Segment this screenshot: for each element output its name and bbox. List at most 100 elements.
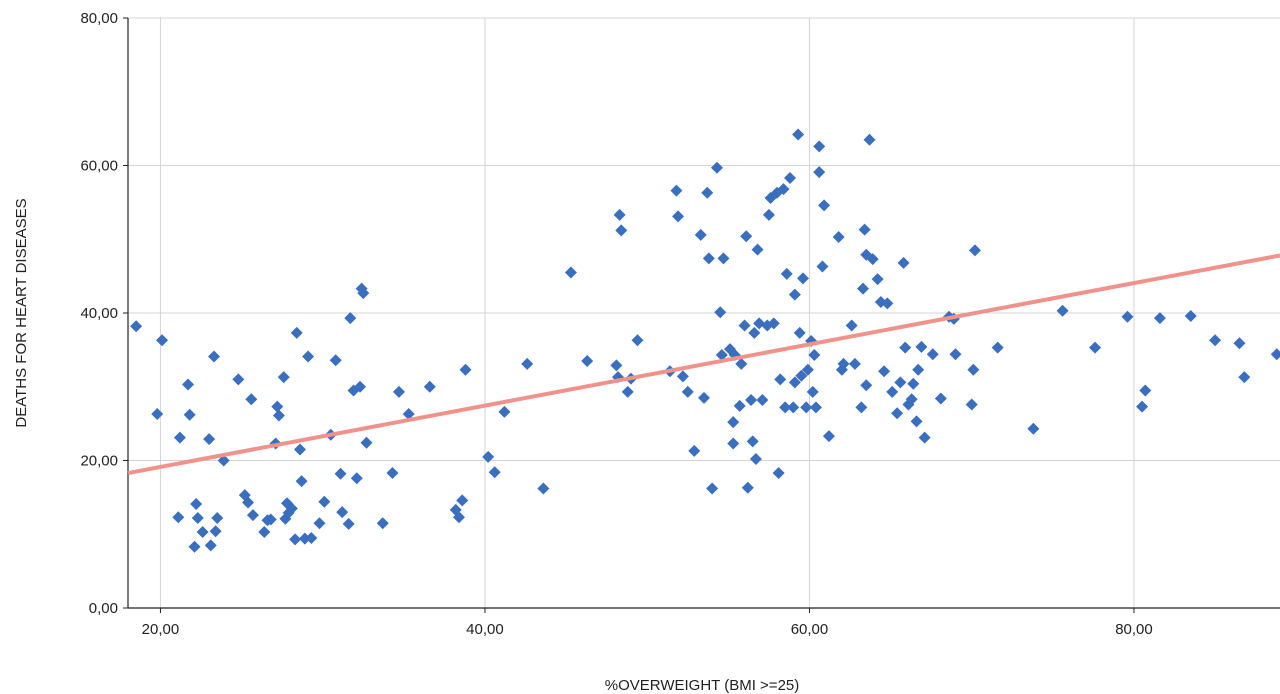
y-tick-label: 20,00 xyxy=(80,453,118,470)
data-point xyxy=(188,540,201,553)
data-point xyxy=(837,357,850,370)
data-point xyxy=(1209,334,1222,347)
data-point xyxy=(172,511,185,524)
data-point xyxy=(818,199,831,212)
data-point xyxy=(376,517,389,530)
data-point xyxy=(800,401,813,414)
data-point xyxy=(965,398,978,411)
data-point xyxy=(271,400,284,413)
data-point xyxy=(211,512,224,525)
data-point xyxy=(780,267,793,280)
data-point xyxy=(762,208,775,221)
data-point xyxy=(246,509,259,522)
data-point xyxy=(735,357,748,370)
data-point xyxy=(581,354,594,367)
data-point xyxy=(258,526,271,539)
data-point xyxy=(694,228,707,241)
data-point xyxy=(182,378,195,391)
data-point xyxy=(264,513,277,526)
data-point xyxy=(796,272,809,285)
data-point xyxy=(209,525,222,538)
data-point xyxy=(293,443,306,456)
data-point xyxy=(151,408,164,421)
data-point xyxy=(848,357,861,370)
data-point xyxy=(793,326,806,339)
data-point xyxy=(1027,422,1040,435)
data-point xyxy=(277,371,290,384)
trendline xyxy=(127,253,1280,476)
data-point xyxy=(899,341,912,354)
data-point xyxy=(788,288,801,301)
data-point xyxy=(1056,304,1069,317)
data-point xyxy=(290,326,303,339)
data-point xyxy=(392,385,405,398)
data-point xyxy=(1136,400,1149,413)
data-point xyxy=(881,297,894,310)
data-point xyxy=(710,161,723,174)
data-point xyxy=(863,133,876,146)
data-point xyxy=(907,377,920,390)
data-point xyxy=(354,380,367,393)
data-point xyxy=(733,399,746,412)
data-point xyxy=(360,436,373,449)
data-point xyxy=(967,363,980,376)
data-point xyxy=(402,408,415,421)
data-point xyxy=(173,431,186,444)
data-point xyxy=(232,373,245,386)
data-point xyxy=(857,282,870,295)
x-tick-label: 20,00 xyxy=(142,621,180,638)
data-point xyxy=(336,506,349,519)
data-point xyxy=(498,405,511,418)
data-point xyxy=(706,482,719,495)
data-point xyxy=(190,498,203,511)
data-point xyxy=(295,475,308,488)
data-point xyxy=(615,224,628,237)
data-point xyxy=(855,401,868,414)
data-point xyxy=(779,401,792,414)
data-point xyxy=(621,385,634,398)
data-point xyxy=(715,349,728,362)
data-point xyxy=(777,183,790,196)
data-point xyxy=(717,252,730,265)
data-point xyxy=(207,350,220,363)
data-point xyxy=(808,349,821,362)
gridlines xyxy=(128,17,1280,608)
data-point xyxy=(1153,312,1166,325)
data-point xyxy=(813,166,826,179)
data-point xyxy=(905,393,918,406)
data-point xyxy=(631,334,644,347)
data-point xyxy=(688,444,701,457)
data-point xyxy=(858,223,871,236)
data-point xyxy=(806,385,819,398)
data-point xyxy=(714,306,727,319)
tick-labels: 20,00 40,00 60,00 80,00 0,00 20,00 40,00 60,00 8… xyxy=(80,10,1152,638)
data-point xyxy=(452,511,465,524)
data-point xyxy=(191,512,204,525)
data-point xyxy=(934,392,947,405)
data-point xyxy=(1139,384,1152,397)
data-point xyxy=(926,348,939,361)
data-point xyxy=(949,348,962,361)
data-point xyxy=(809,401,822,414)
data-point xyxy=(756,394,769,407)
data-point xyxy=(968,244,981,257)
data-point xyxy=(681,385,694,398)
data-point xyxy=(702,252,715,265)
data-point xyxy=(745,394,758,407)
data-point xyxy=(183,408,196,421)
data-point xyxy=(871,273,884,286)
data-point xyxy=(305,531,318,544)
data-point xyxy=(897,256,910,269)
data-point xyxy=(459,363,472,376)
data-point xyxy=(156,334,169,347)
x-tick-label: 60,00 xyxy=(791,621,829,638)
data-point xyxy=(816,260,829,273)
data-point xyxy=(740,230,753,243)
data-point xyxy=(910,415,923,428)
data-point xyxy=(386,467,399,480)
data-point xyxy=(344,312,357,325)
data-point xyxy=(482,450,495,463)
data-point xyxy=(204,539,217,552)
